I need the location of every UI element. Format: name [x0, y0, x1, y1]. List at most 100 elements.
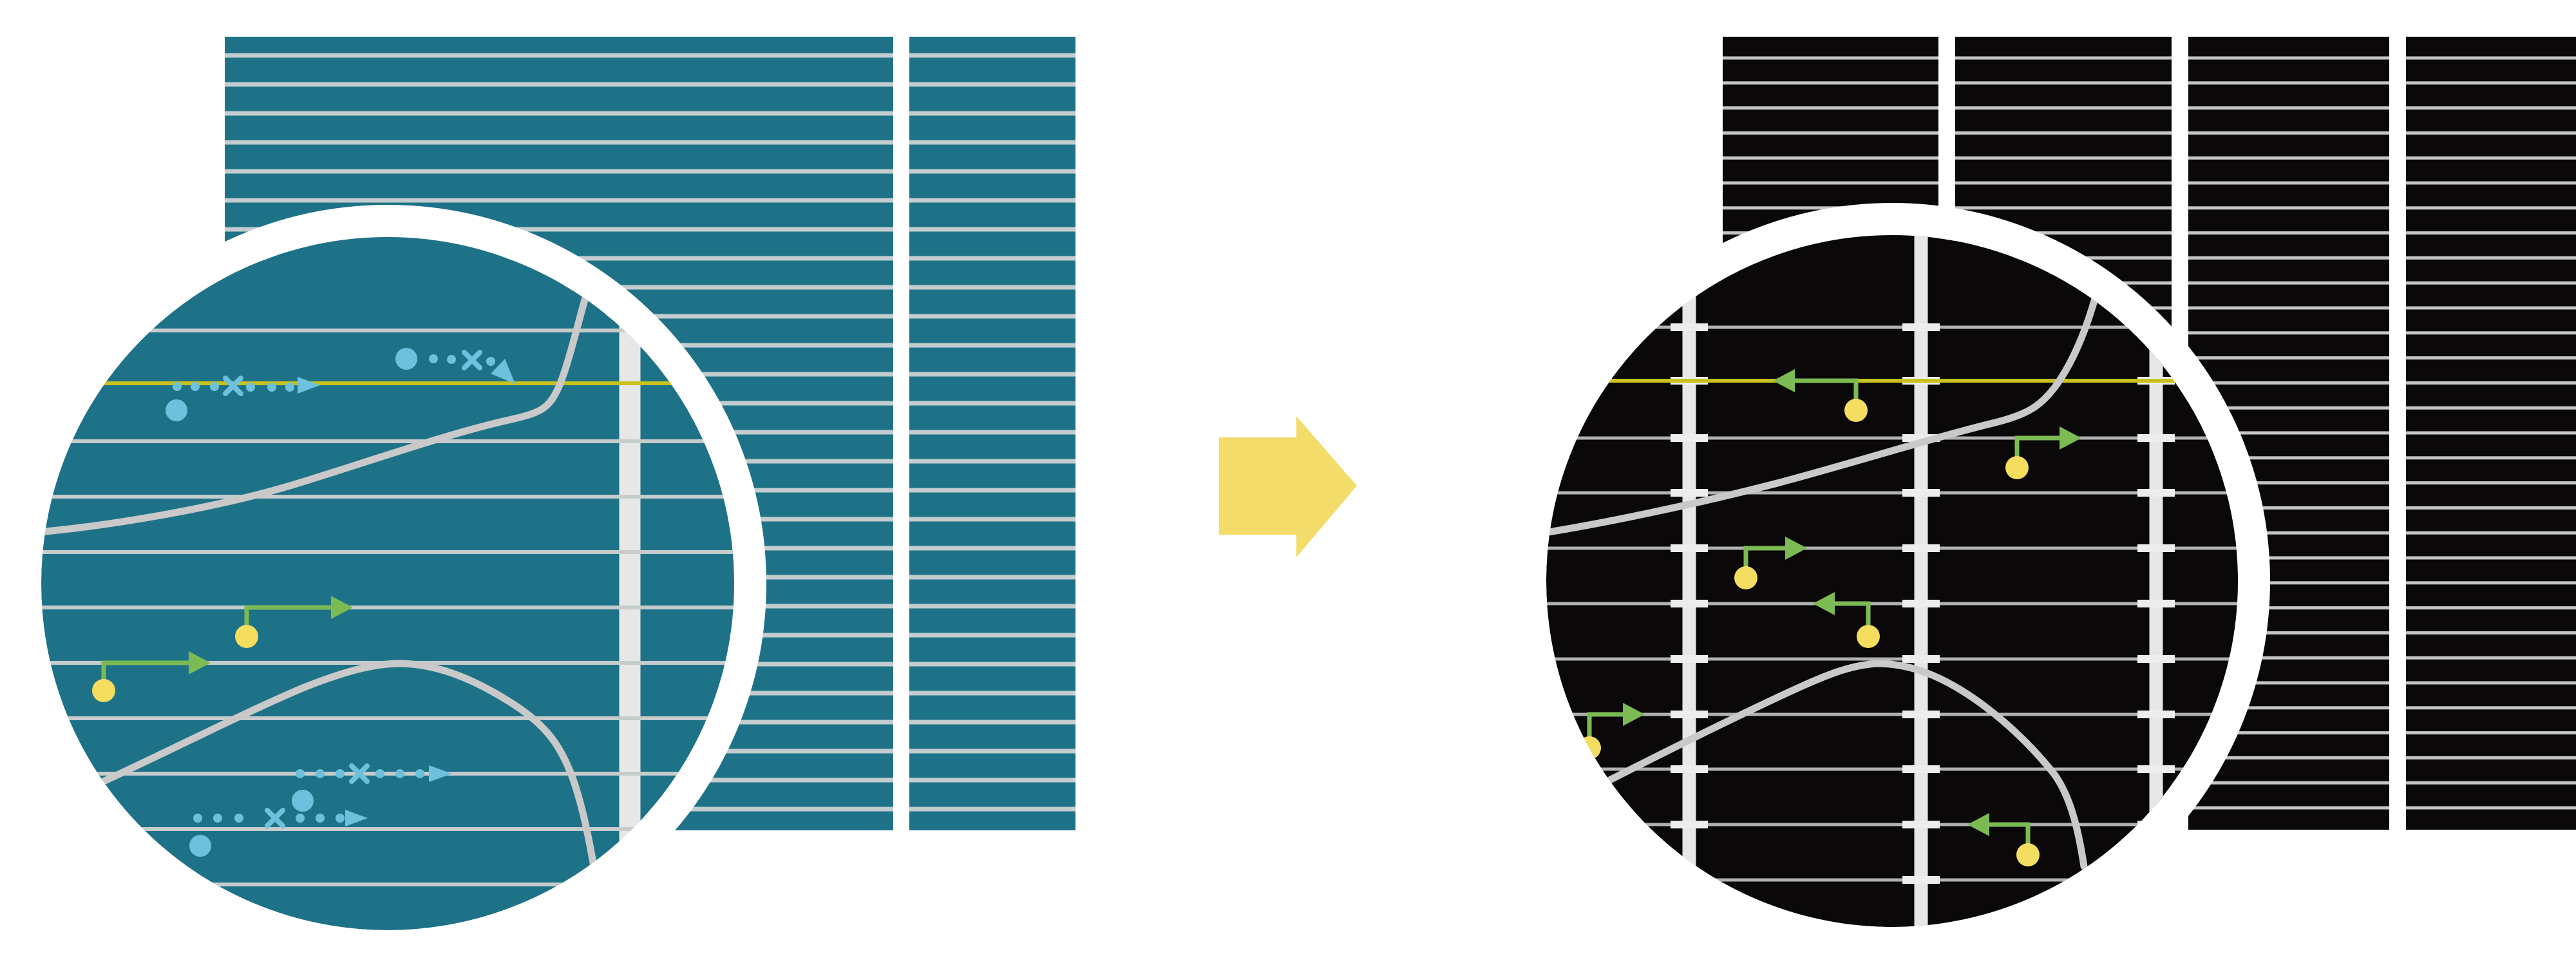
- finger-line: [2406, 281, 2576, 285]
- dotted-path-dot: [246, 383, 255, 392]
- magnified-finger-line: [41, 716, 734, 720]
- finger-line: [2406, 381, 2576, 385]
- finger-line: [2406, 306, 2576, 310]
- finger-line: [225, 140, 893, 145]
- finger-line: [2406, 56, 2576, 60]
- busbar-solder-pad: [1902, 544, 1940, 552]
- finger-line: [2406, 781, 2576, 785]
- busbar-solder-pad: [2137, 765, 2175, 773]
- dotted-path-dot: [296, 769, 305, 778]
- finger-line: [909, 53, 1075, 58]
- finger-line: [2406, 331, 2576, 335]
- busbar-solder-pad: [2137, 711, 2175, 718]
- finger-line: [1723, 106, 1938, 110]
- finger-line: [2406, 681, 2576, 685]
- finger-line: [2188, 306, 2389, 310]
- busbar-solder-pad: [1902, 821, 1940, 828]
- finger-line: [225, 227, 893, 232]
- defect-origin-dot: [1857, 625, 1880, 648]
- dislocation-dot: [395, 348, 417, 370]
- dotted-path-dot: [285, 383, 294, 392]
- dotted-path-dot: [193, 814, 202, 823]
- finger-line: [2406, 356, 2576, 360]
- finger-line: [1723, 181, 1938, 185]
- busbar-solder-pad: [1671, 765, 1708, 773]
- finger-line: [2406, 556, 2576, 560]
- busbar-solder-pad: [2137, 600, 2175, 607]
- busbar-solder-pad: [1671, 489, 1708, 497]
- arrowhead-icon: [189, 651, 211, 674]
- busbar-solder-pad: [1671, 711, 1708, 718]
- finger-line: [2406, 706, 2576, 710]
- finger-line: [2406, 456, 2576, 460]
- finger-line: [909, 82, 1075, 87]
- finger-line: [2188, 731, 2389, 735]
- finger-line: [2188, 781, 2389, 785]
- busbar-solder-pad: [1671, 544, 1708, 552]
- magnified-finger-line: [41, 606, 734, 609]
- finger-line: [2188, 331, 2389, 335]
- arrowhead-icon: [429, 765, 452, 782]
- dotted-path-dot: [316, 814, 325, 823]
- left-magnifier: [9, 205, 766, 962]
- right-magnifier: [1514, 203, 2270, 959]
- dislocation-dotted-arrow: [189, 808, 368, 857]
- busbar-solder-pad: [1671, 821, 1708, 828]
- magnified-finger-line: [1546, 491, 2238, 495]
- finger-line: [2188, 506, 2389, 510]
- transform-right-arrow-icon: [1219, 416, 1357, 557]
- dislocation-dotted-arrow: [292, 763, 452, 812]
- finger-line: [2188, 681, 2389, 685]
- dotted-path-dot: [210, 382, 219, 391]
- finger-line: [2406, 206, 2576, 210]
- busbar-solder-pad: [1902, 489, 1940, 497]
- finger-line: [1955, 231, 2172, 235]
- magnifier-ring: [1514, 203, 2270, 959]
- finger-line: [2188, 456, 2389, 460]
- cell-panel: [2406, 37, 2576, 830]
- magnified-finger-line: [41, 329, 734, 332]
- magnified-view-bg: [1546, 235, 2238, 927]
- busbar-solder-pad: [2137, 434, 2175, 442]
- finger-line: [1723, 206, 1938, 210]
- finger-line: [2188, 156, 2389, 160]
- movement-arrow: [2005, 426, 2081, 479]
- busbar-solder-pad: [2137, 544, 2175, 552]
- finger-line: [2188, 431, 2389, 435]
- magnified-busbar: [1914, 235, 1928, 927]
- finger-line: [909, 198, 1075, 203]
- finger-line: [2188, 356, 2389, 360]
- busbar-solder-pad: [2137, 489, 2175, 497]
- cross-icon: [223, 376, 243, 396]
- arrowhead-icon: [298, 377, 320, 394]
- magnified-finger-line: [41, 883, 734, 886]
- busbar-solder-pad: [1902, 876, 1940, 884]
- finger-line: [2406, 581, 2576, 585]
- finger-line: [909, 691, 1075, 696]
- grain-boundary-curve: [41, 273, 595, 536]
- magnified-view: [41, 237, 734, 930]
- arrowhead-icon: [491, 359, 515, 384]
- busbar-solder-pad: [1671, 323, 1708, 331]
- dotted-path-dot: [415, 769, 424, 778]
- defect-origin-dot: [92, 679, 115, 702]
- finger-line: [909, 169, 1075, 174]
- defect-origin-dot: [2016, 843, 2040, 866]
- movement-arrow: [1773, 369, 1868, 422]
- magnified-finger-line: [41, 495, 734, 499]
- finger-line: [2188, 606, 2389, 610]
- finger-line: [909, 749, 1075, 754]
- finger-line: [2188, 281, 2389, 285]
- grain-boundary-curve: [1587, 660, 2088, 870]
- finger-line: [2406, 81, 2576, 85]
- magnified-finger-line: [1546, 602, 2238, 606]
- busbar-solder-pad: [1902, 765, 1940, 773]
- finger-line: [2188, 806, 2389, 810]
- finger-line: [909, 575, 1075, 580]
- arrowhead-icon: [2060, 426, 2081, 450]
- finger-line: [2406, 431, 2576, 435]
- grain-boundary-curve: [93, 660, 604, 907]
- magnified-finger-line: [1546, 767, 2238, 771]
- magnifier-ring: [9, 205, 766, 962]
- finger-line: [2406, 256, 2576, 260]
